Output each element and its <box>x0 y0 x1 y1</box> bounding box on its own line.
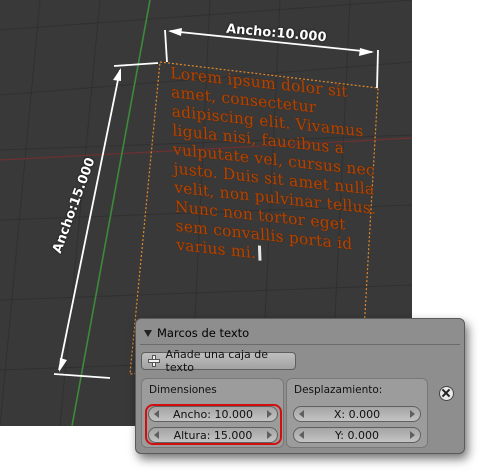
increment-arrow-icon[interactable] <box>410 410 415 418</box>
decrement-arrow-icon[interactable] <box>154 410 159 418</box>
height-dimension-arrow <box>53 62 159 379</box>
width-field-value: Ancho: 10.000 <box>173 407 253 421</box>
offset-x-field[interactable]: X: 0.000 <box>293 406 421 422</box>
text-frames-panel: Marcos de texto Añade una caja de texto … <box>135 318 465 454</box>
offset-title: Desplazamiento: <box>294 384 383 396</box>
increment-arrow-icon[interactable] <box>267 431 272 439</box>
x-axis-line <box>0 137 412 161</box>
panel-title: Marcos de texto <box>157 326 250 340</box>
y-axis-line <box>71 0 151 426</box>
text-cursor <box>257 245 262 261</box>
add-text-box-button[interactable]: Añade una caja de texto <box>141 348 296 374</box>
offset-x-value: X: 0.000 <box>333 407 381 421</box>
width-dimension-arrow <box>164 28 379 89</box>
text-object[interactable]: Lorem ipsum dolor sit amet, consectetur … <box>170 64 412 280</box>
height-field-value: Altura: 15.000 <box>173 428 253 442</box>
increment-arrow-icon[interactable] <box>410 431 415 439</box>
panel-divider <box>140 344 460 345</box>
increment-arrow-icon[interactable] <box>267 410 272 418</box>
dimensions-title: Dimensiones <box>149 384 217 396</box>
offset-y-field[interactable]: Y: 0.000 <box>293 427 421 443</box>
close-icon[interactable] <box>439 386 454 401</box>
decrement-arrow-icon[interactable] <box>154 431 159 439</box>
decrement-arrow-icon[interactable] <box>299 410 304 418</box>
width-field[interactable]: Ancho: 10.000 <box>148 406 278 422</box>
plus-icon <box>148 355 160 367</box>
height-field[interactable]: Altura: 15.000 <box>148 427 278 443</box>
add-text-box-label: Añade una caja de texto <box>165 348 269 374</box>
panel-header[interactable]: Marcos de texto <box>144 325 249 341</box>
decrement-arrow-icon[interactable] <box>299 431 304 439</box>
offset-y-value: Y: 0.000 <box>335 428 379 442</box>
collapse-triangle-icon[interactable] <box>144 329 152 337</box>
dimensions-highlight <box>145 404 282 445</box>
